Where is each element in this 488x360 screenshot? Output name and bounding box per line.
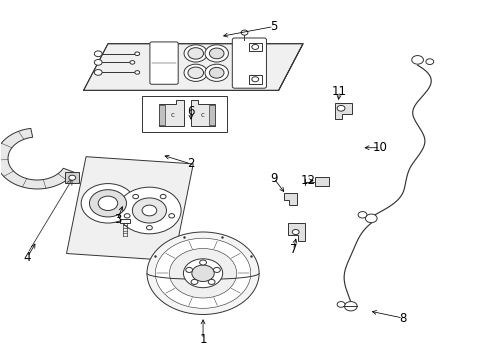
Circle shape [251,44,258,49]
Circle shape [135,52,140,55]
Circle shape [142,205,157,216]
Circle shape [191,265,214,282]
Circle shape [183,45,207,62]
Circle shape [132,194,138,199]
Circle shape [209,48,224,59]
Text: 4: 4 [24,251,31,264]
Circle shape [183,259,222,288]
Circle shape [199,260,206,265]
Polygon shape [288,223,305,241]
Text: 6: 6 [187,105,194,118]
Circle shape [204,64,228,81]
Polygon shape [66,157,193,261]
Text: 3: 3 [114,213,121,226]
Circle shape [208,279,215,284]
Circle shape [183,64,207,81]
Bar [65,172,79,183]
Text: 10: 10 [372,141,386,154]
Circle shape [357,212,366,218]
Circle shape [168,213,174,218]
Circle shape [187,67,203,78]
Polygon shape [284,193,296,205]
Circle shape [251,77,258,82]
Circle shape [155,238,250,308]
Circle shape [365,214,376,223]
Text: 11: 11 [331,85,346,98]
Circle shape [187,48,203,59]
Circle shape [124,213,130,218]
Circle shape [118,187,181,234]
Circle shape [411,55,423,64]
Circle shape [130,60,135,64]
Polygon shape [315,177,328,186]
Text: c: c [170,112,174,118]
Circle shape [169,248,236,298]
Circle shape [191,279,198,284]
Circle shape [425,59,433,64]
Text: c: c [200,112,203,118]
Circle shape [336,105,344,111]
Bar [249,75,261,84]
Circle shape [94,59,102,65]
Circle shape [241,30,247,35]
Circle shape [344,302,356,311]
Polygon shape [83,44,303,90]
Bar [159,105,164,125]
Circle shape [160,194,166,199]
Circle shape [89,190,126,217]
Circle shape [147,232,259,315]
Circle shape [98,196,118,211]
Polygon shape [334,103,351,119]
Circle shape [94,69,102,75]
Circle shape [69,175,76,180]
Bar [142,96,227,132]
Text: 2: 2 [187,157,194,170]
Text: 9: 9 [269,172,277,185]
Circle shape [81,184,135,223]
Circle shape [292,229,299,234]
Text: 8: 8 [399,311,406,325]
Polygon shape [190,100,215,126]
Polygon shape [0,129,74,189]
Bar [120,219,130,223]
Bar [249,42,261,51]
Circle shape [209,67,224,78]
Bar [209,105,215,125]
Polygon shape [159,100,183,126]
Text: 12: 12 [300,174,315,187]
FancyBboxPatch shape [150,42,178,84]
FancyBboxPatch shape [232,38,266,88]
Text: 7: 7 [289,243,296,256]
Circle shape [135,71,140,74]
Text: 1: 1 [199,333,206,346]
Circle shape [185,267,192,273]
Circle shape [336,302,344,307]
Circle shape [94,51,102,57]
Circle shape [132,198,166,223]
Text: 5: 5 [269,20,277,33]
Circle shape [146,226,152,230]
Circle shape [204,45,228,62]
Circle shape [213,267,220,273]
